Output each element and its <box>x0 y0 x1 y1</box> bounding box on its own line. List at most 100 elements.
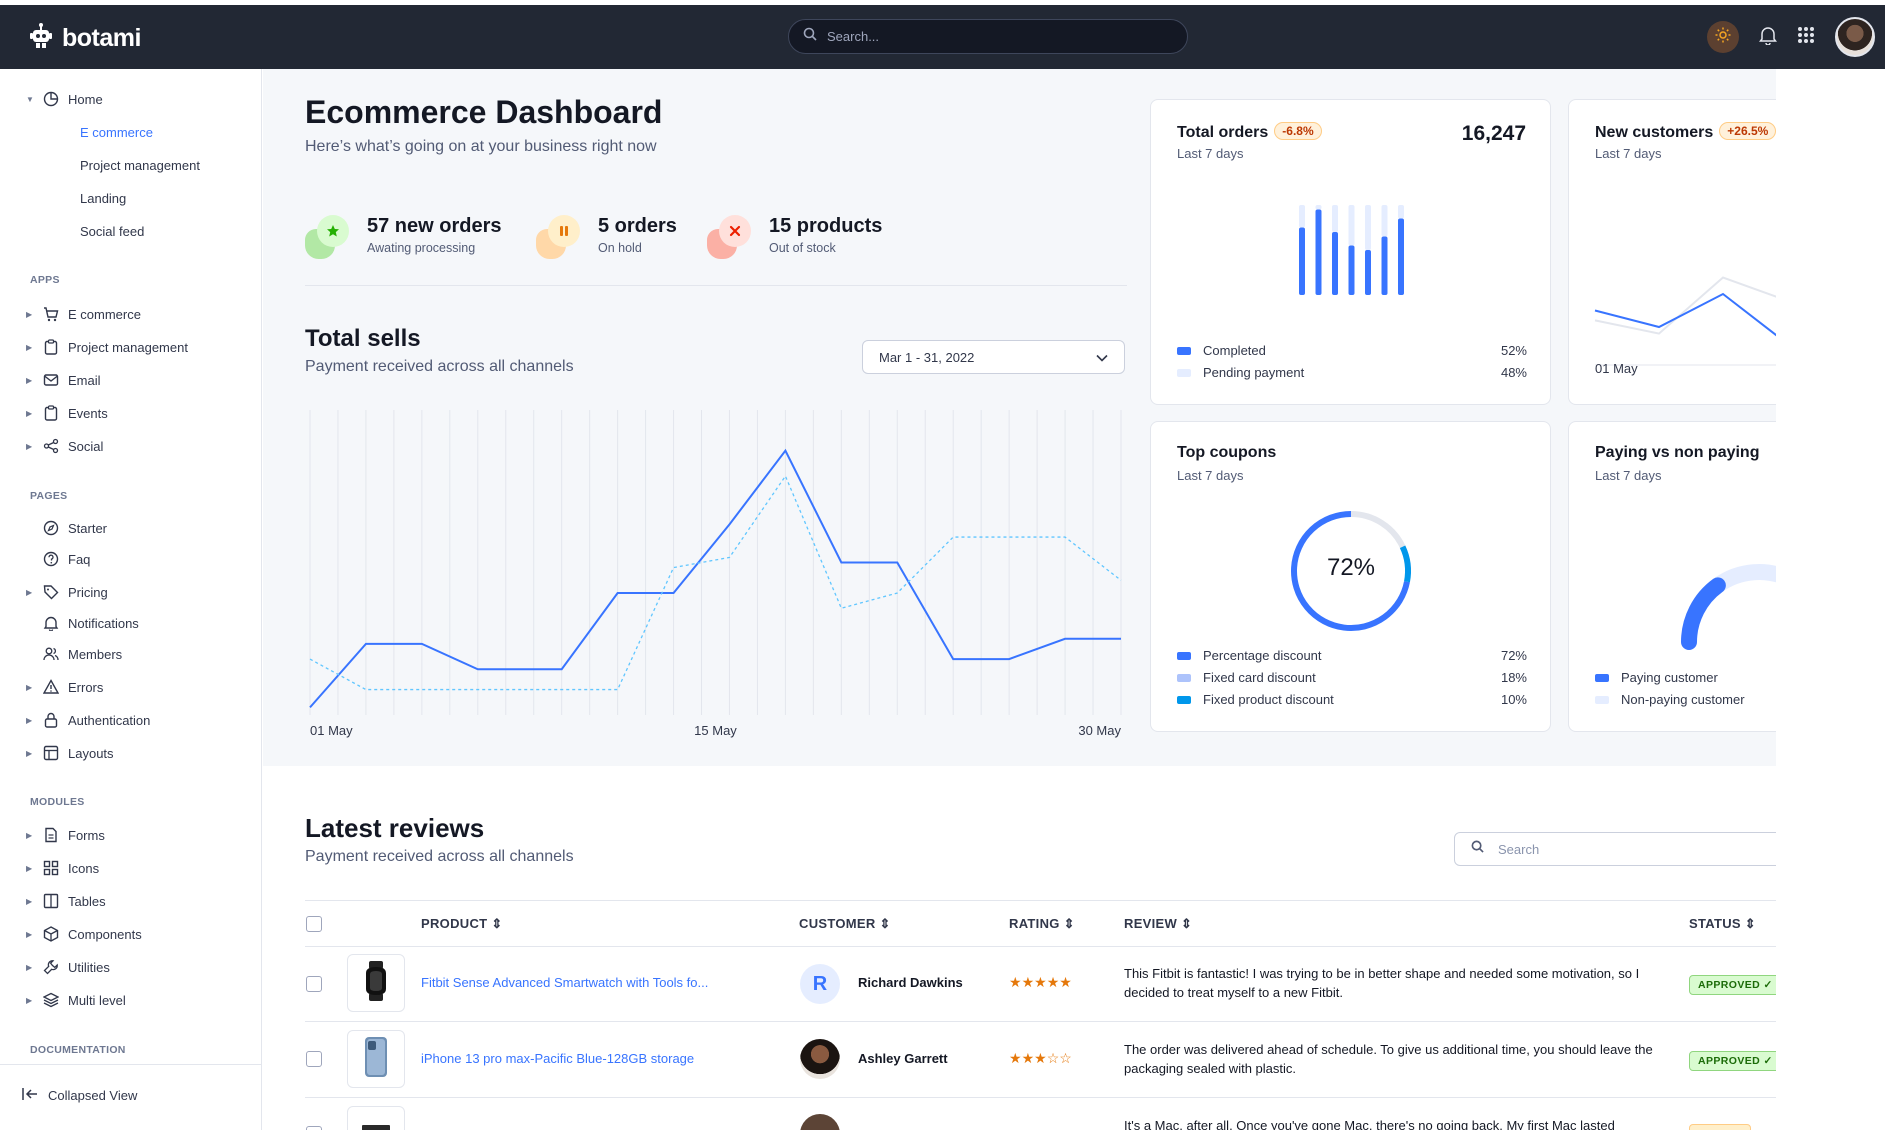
legend-swatch <box>1595 695 1609 704</box>
collapse-left-icon <box>22 1087 38 1104</box>
sidebar-subitem-landing[interactable]: Landing <box>80 191 127 206</box>
card-subtitle: Last 7 days <box>1595 468 1662 483</box>
legend-swatch <box>1177 673 1191 682</box>
sidebar-item-social[interactable]: ▶ Social <box>26 437 103 455</box>
tool-icon <box>42 958 60 976</box>
sidebar-item-multi-level[interactable]: ▶ Multi level <box>26 991 126 1009</box>
brand-name: botami <box>62 24 141 52</box>
collapse-sidebar-button[interactable]: Collapsed View <box>22 1087 137 1104</box>
status-text: APPROVED <box>1698 979 1761 991</box>
sells-title: Total sells <box>305 325 421 352</box>
help-circle-icon <box>42 550 60 568</box>
reviews-search[interactable] <box>1454 832 1794 866</box>
caret-right-icon: ▶ <box>26 929 33 939</box>
select-all-checkbox[interactable] <box>306 916 322 932</box>
layers-icon <box>42 991 60 1009</box>
sidebar-item-forms[interactable]: ▶ Forms <box>26 826 105 844</box>
sidebar-item-faq[interactable]: Faq <box>26 550 90 568</box>
global-search-input[interactable] <box>827 29 1147 44</box>
product-link[interactable]: iPhone 13 pro max-Pacific Blue-128GB sto… <box>421 1051 695 1066</box>
stat-out-of-stock: 15 products Out of stock <box>707 215 882 263</box>
column-header-status[interactable]: STATUS ⇕ <box>1689 916 1756 932</box>
card-title: Total orders -6.8% <box>1177 122 1322 142</box>
sidebar-item-members[interactable]: Members <box>26 645 122 663</box>
sidebar-item-layouts[interactable]: ▶ Layouts <box>26 744 114 762</box>
sidebar-item-label: Authentication <box>68 712 151 728</box>
stat-subtitle: Out of stock <box>769 241 836 255</box>
status-badge <box>1689 1124 1751 1130</box>
sidebar-subitem-social-feed[interactable]: Social feed <box>80 224 145 239</box>
sidebar-item-email[interactable]: ▶ Email <box>26 371 101 389</box>
check-icon: ✓ <box>1763 979 1773 991</box>
robot-logo-icon <box>30 23 52 54</box>
sidebar-item-home[interactable]: ▼ Home <box>26 90 103 108</box>
sidebar-subitem-project-management[interactable]: Project management <box>80 158 200 173</box>
sidebar-item-icons[interactable]: ▶ Icons <box>26 859 99 877</box>
brand-logo[interactable]: botami <box>30 23 141 54</box>
legend-value: 52% <box>1500 343 1527 358</box>
sidebar-item-label: Events <box>68 405 108 421</box>
change-badge: +26.5% <box>1719 122 1777 140</box>
sidebar-subitem-ecommerce[interactable]: E commerce <box>80 125 153 140</box>
star-filled-icon: ★ <box>1034 1050 1047 1066</box>
bar-pending <box>1315 205 1322 210</box>
columns-icon <box>42 892 60 910</box>
sidebar-item-tables[interactable]: ▶ Tables <box>26 892 106 910</box>
bell-icon <box>42 614 60 632</box>
column-header-product[interactable]: PRODUCT ⇕ <box>421 916 503 932</box>
product-thumbnail[interactable] <box>347 1030 405 1088</box>
legend-fixed-card-discount: Fixed card discount 18% <box>1177 670 1527 685</box>
legend-swatch <box>1595 673 1609 682</box>
orders-bar-chart <box>1299 205 1404 295</box>
bar-completed <box>1381 236 1388 295</box>
sidebar-item-label: Email <box>68 372 101 388</box>
product-link[interactable]: Fitbit Sense Advanced Smartwatch with To… <box>421 975 709 990</box>
column-label: RATING <box>1009 916 1060 931</box>
user-avatar[interactable] <box>1835 17 1875 57</box>
product-thumbnail[interactable] <box>347 1106 405 1130</box>
tag-icon <box>42 583 60 601</box>
column-header-review[interactable]: REVIEW ⇕ <box>1124 916 1192 932</box>
sidebar-item-errors[interactable]: ▶ Errors <box>26 678 103 696</box>
sidebar-item-starter[interactable]: Starter <box>26 519 107 537</box>
date-range-value: Mar 1 - 31, 2022 <box>879 349 975 365</box>
customer-name[interactable]: Richard Dawkins <box>858 975 963 990</box>
bell-icon[interactable] <box>1759 25 1777 50</box>
sidebar-item-ecommerce[interactable]: ▶ E commerce <box>26 305 141 323</box>
sidebar-item-project-management[interactable]: ▶ Project management <box>26 338 188 356</box>
bar-pending <box>1381 205 1388 237</box>
sidebar-item-pricing[interactable]: ▶ Pricing <box>26 583 108 601</box>
apps-grid-icon[interactable] <box>1797 26 1815 49</box>
sidebar-item-components[interactable]: ▶ Components <box>26 925 142 943</box>
column-header-rating[interactable]: RATING ⇕ <box>1009 916 1075 932</box>
sidebar-item-label: E commerce <box>68 306 141 322</box>
row-checkbox[interactable] <box>306 1051 322 1067</box>
row-divider <box>305 1021 1776 1022</box>
legend-label: Completed <box>1203 343 1266 358</box>
product-thumbnail[interactable] <box>347 954 405 1012</box>
row-checkbox[interactable] <box>306 1126 322 1130</box>
bar-pending <box>1299 205 1305 228</box>
sidebar-item-notifications[interactable]: Notifications <box>26 614 139 632</box>
date-range-select[interactable]: Mar 1 - 31, 2022 <box>862 340 1125 374</box>
grid-icon <box>42 859 60 877</box>
sidebar-item-authentication[interactable]: ▶ Authentication <box>26 711 150 729</box>
status-text: APPROVED <box>1698 1055 1761 1067</box>
legend-swatch <box>1177 346 1191 355</box>
lock-icon <box>42 711 60 729</box>
theme-toggle-button[interactable] <box>1707 21 1739 53</box>
star-icon <box>305 215 353 263</box>
column-header-customer[interactable]: CUSTOMER ⇕ <box>799 916 891 932</box>
star-filled-icon: ★ <box>1034 974 1047 990</box>
global-search[interactable] <box>788 19 1188 54</box>
row-checkbox[interactable] <box>306 976 322 992</box>
sidebar-item-utilities[interactable]: ▶ Utilities <box>26 958 110 976</box>
legend-label: Fixed card discount <box>1203 670 1316 685</box>
review-text: The order was delivered ahead of schedul… <box>1124 1042 1653 1076</box>
bar-completed <box>1299 227 1305 295</box>
review-text: It's a Mac, after all. Once you've gone … <box>1124 1118 1615 1130</box>
row-divider <box>305 1097 1776 1098</box>
sidebar-item-events[interactable]: ▶ Events <box>26 404 108 422</box>
customer-name[interactable]: Ashley Garrett <box>858 1051 948 1066</box>
reviews-search-input[interactable] <box>1498 841 1748 857</box>
